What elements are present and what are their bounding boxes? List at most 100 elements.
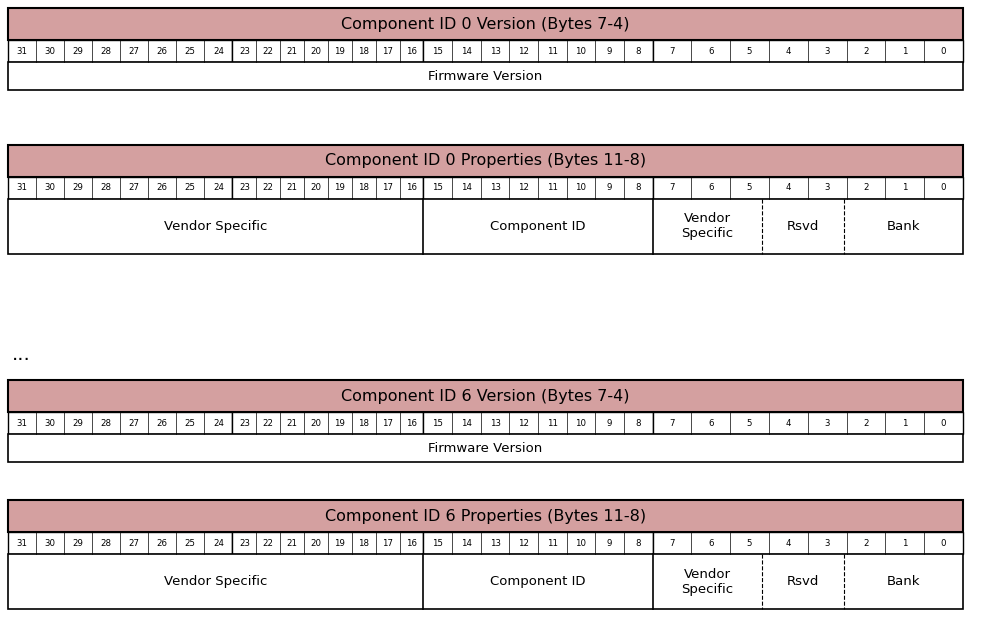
Text: 8: 8 (635, 539, 640, 548)
Text: 10: 10 (575, 184, 586, 193)
Text: 28: 28 (101, 184, 111, 193)
Text: 26: 26 (157, 46, 168, 55)
Text: 4: 4 (785, 539, 791, 548)
Text: 15: 15 (432, 419, 443, 428)
Bar (8, 145, 962, 177)
Text: 29: 29 (73, 419, 84, 428)
Text: 7: 7 (669, 184, 674, 193)
Text: 25: 25 (184, 539, 195, 548)
Text: 30: 30 (44, 419, 55, 428)
Text: 29: 29 (73, 46, 84, 55)
Text: Vendor
Specific: Vendor Specific (680, 213, 733, 241)
Text: 30: 30 (44, 184, 55, 193)
Text: 27: 27 (128, 46, 140, 55)
Text: 0: 0 (940, 539, 946, 548)
Text: 21: 21 (286, 419, 298, 428)
Text: 4: 4 (785, 184, 791, 193)
Text: 2: 2 (863, 184, 868, 193)
Text: 28: 28 (101, 419, 111, 428)
Text: 28: 28 (101, 539, 111, 548)
Text: 26: 26 (157, 184, 168, 193)
Bar (652, 177, 962, 199)
Text: 1: 1 (901, 184, 907, 193)
Text: 23: 23 (239, 46, 249, 55)
Text: 11: 11 (546, 184, 557, 193)
Text: 10: 10 (575, 46, 586, 55)
Text: 13: 13 (489, 184, 500, 193)
Text: 29: 29 (73, 539, 84, 548)
Text: 24: 24 (213, 539, 224, 548)
Text: 7: 7 (669, 419, 674, 428)
Text: 30: 30 (44, 539, 55, 548)
Text: 12: 12 (518, 184, 528, 193)
Text: 10: 10 (575, 539, 586, 548)
Text: 9: 9 (606, 539, 611, 548)
Text: 3: 3 (823, 184, 829, 193)
Text: Firmware Version: Firmware Version (428, 442, 542, 455)
Text: 1: 1 (901, 539, 907, 548)
Bar (8, 554, 962, 609)
Text: 17: 17 (382, 184, 392, 193)
Text: 14: 14 (460, 46, 471, 55)
Text: Vendor Specific: Vendor Specific (164, 220, 267, 233)
Bar (8, 412, 232, 434)
Text: 8: 8 (635, 46, 640, 55)
Text: 0: 0 (940, 46, 946, 55)
Text: 14: 14 (460, 419, 471, 428)
Bar (232, 40, 423, 62)
Text: ...: ... (12, 345, 31, 365)
Bar (8, 177, 232, 199)
Text: 14: 14 (460, 539, 471, 548)
Text: 19: 19 (334, 539, 345, 548)
Text: 31: 31 (17, 184, 28, 193)
Text: 23: 23 (239, 539, 249, 548)
Text: 13: 13 (489, 419, 500, 428)
Text: Component ID 0 Properties (Bytes 11-8): Component ID 0 Properties (Bytes 11-8) (324, 153, 646, 168)
Text: 18: 18 (358, 184, 369, 193)
Text: 15: 15 (432, 539, 443, 548)
Text: 21: 21 (286, 184, 298, 193)
Text: 20: 20 (311, 46, 321, 55)
Text: 22: 22 (262, 46, 273, 55)
Text: 6: 6 (707, 419, 713, 428)
Text: 11: 11 (546, 46, 557, 55)
Bar (8, 434, 962, 462)
Text: 2: 2 (863, 539, 868, 548)
Text: 31: 31 (17, 46, 28, 55)
Text: 17: 17 (382, 46, 392, 55)
Text: 23: 23 (239, 184, 249, 193)
Text: 27: 27 (128, 184, 140, 193)
Text: 5: 5 (746, 184, 751, 193)
Text: Vendor Specific: Vendor Specific (164, 575, 267, 588)
Text: 17: 17 (382, 539, 392, 548)
Text: 16: 16 (405, 539, 416, 548)
Text: 25: 25 (184, 46, 195, 55)
Text: 19: 19 (334, 46, 345, 55)
Text: 16: 16 (405, 419, 416, 428)
Text: 22: 22 (262, 539, 273, 548)
Text: 4: 4 (785, 419, 791, 428)
Text: 25: 25 (184, 184, 195, 193)
Text: 21: 21 (286, 46, 298, 55)
Text: 1: 1 (901, 46, 907, 55)
Text: 18: 18 (358, 419, 369, 428)
Text: 26: 26 (157, 419, 168, 428)
Text: 5: 5 (746, 419, 751, 428)
Text: 19: 19 (334, 184, 345, 193)
Text: 23: 23 (239, 419, 249, 428)
Text: 0: 0 (940, 184, 946, 193)
Text: 1: 1 (901, 419, 907, 428)
Text: 22: 22 (262, 419, 273, 428)
Bar (423, 412, 652, 434)
Text: 19: 19 (334, 419, 345, 428)
Bar (652, 40, 962, 62)
Text: 9: 9 (606, 184, 611, 193)
Bar (8, 40, 232, 62)
Text: Rsvd: Rsvd (786, 575, 818, 588)
Text: 16: 16 (405, 46, 416, 55)
Bar (8, 199, 962, 254)
Text: 2: 2 (863, 419, 868, 428)
Bar (8, 532, 232, 554)
Text: 3: 3 (823, 419, 829, 428)
Text: Rsvd: Rsvd (786, 220, 818, 233)
